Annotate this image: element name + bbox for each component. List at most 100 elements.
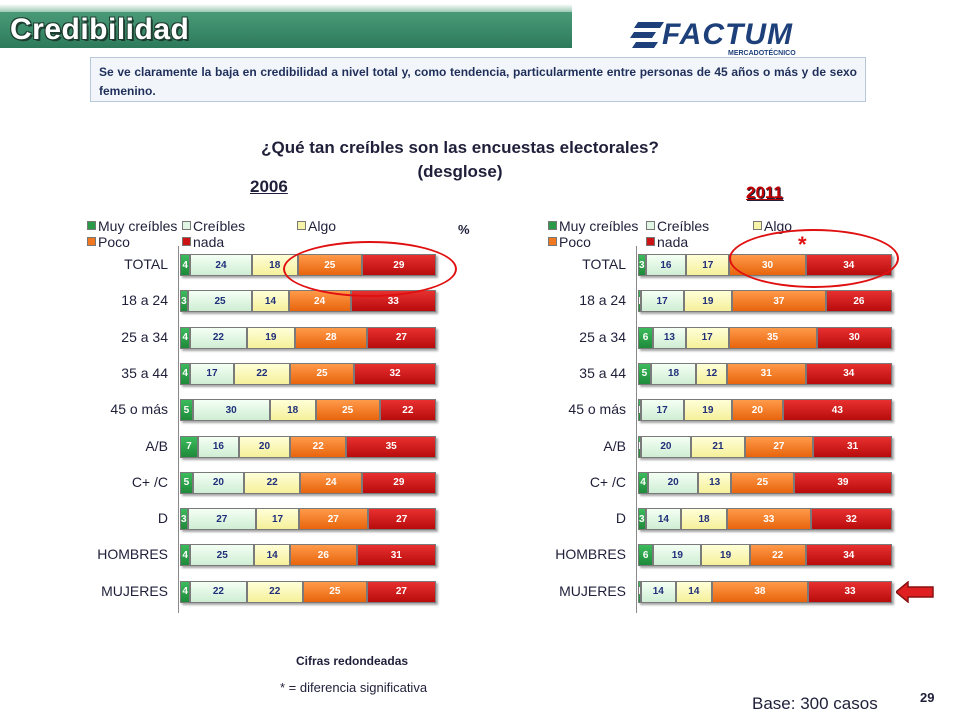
- bar-segment-cre-bles: 19: [653, 544, 702, 567]
- bar-segment-nada: 39: [793, 471, 892, 494]
- bar-segment-cre-bles: 25: [190, 544, 255, 567]
- category-label: 45 o más: [568, 401, 626, 418]
- stacked-bar: 6 13 17 35 30: [638, 326, 892, 349]
- page-number: 29: [920, 690, 935, 705]
- chart-title: ¿Qué tan creíbles son las encuestas elec…: [150, 136, 770, 184]
- bar-segment-poco: 27: [744, 435, 814, 458]
- logo-wordmark: FACTUM: [662, 18, 793, 51]
- bar-segment-poco: 25: [290, 362, 355, 385]
- bar-segment-poco: 25: [315, 399, 380, 422]
- bar-segment-poco: 31: [726, 362, 806, 385]
- page-title: Credibilidad: [10, 13, 190, 46]
- bar-segment-poco: 27: [299, 508, 368, 531]
- bar-segment-algo: 13: [698, 471, 732, 494]
- category-axis-line: [636, 246, 637, 613]
- bar-segment-muy-cre-bles: 3: [180, 290, 188, 313]
- bar-segment-nada: 32: [810, 508, 892, 531]
- bar-segment-algo: 12: [696, 362, 727, 385]
- bar-segment-nada: 22: [379, 399, 436, 422]
- bar-segment-cre-bles: 17: [640, 290, 684, 313]
- bar-segment-algo: 18: [681, 508, 727, 531]
- bar-segment-algo: 17: [256, 508, 300, 531]
- category-label: C+ /C: [131, 473, 168, 490]
- bar-segment-nada: 35: [346, 435, 436, 458]
- bar-segment-algo: 20: [238, 435, 291, 458]
- bar-segment-cre-bles: 27: [187, 508, 257, 531]
- bar-segment-poco: 24: [300, 471, 362, 494]
- bar-segment-poco: 22: [749, 544, 806, 567]
- legend-item-muy-creibles: Muy creíbles: [87, 218, 177, 234]
- bar-segment-nada: 34: [805, 362, 892, 385]
- bar-segment-nada: 27: [366, 580, 436, 603]
- bar-segment-algo: 19: [683, 399, 732, 422]
- bar-segment-nada: 33: [808, 580, 892, 603]
- bar-segment-cre-bles: 14: [645, 508, 682, 531]
- legend-item-creibles: Creíbles: [646, 218, 709, 234]
- bar-segment-muy-cre-bles: 5: [638, 362, 651, 385]
- bar-segment-cre-bles: 20: [640, 435, 692, 458]
- significance-star: *: [798, 232, 807, 257]
- bar-segment-nada: 31: [356, 544, 436, 567]
- bar-segment-muy-cre-bles: 7: [180, 435, 198, 458]
- chart-title-line1: ¿Qué tan creíbles son las encuestas elec…: [261, 138, 659, 157]
- category-label: TOTAL: [124, 256, 168, 272]
- stacked-bar: 4 20 13 25 39: [638, 471, 892, 494]
- bar-segment-poco: 38: [711, 580, 809, 603]
- percent-unit-label: %: [458, 222, 470, 237]
- category-label: TOTAL: [582, 256, 626, 272]
- category-label: 25 a 34: [121, 328, 168, 345]
- bar-segment-algo: 17: [686, 254, 730, 276]
- bar-segment-muy-cre-bles: 3: [638, 508, 646, 531]
- stacked-bar: 5 20 22 24 29: [180, 471, 436, 494]
- year-label-2006: 2006: [250, 177, 288, 196]
- category-label: 18 a 24: [121, 292, 168, 309]
- bar-segment-algo: 14: [676, 580, 712, 603]
- legend-item-creibles: Creíbles: [182, 218, 245, 234]
- bar-segment-nada: 27: [367, 508, 436, 531]
- bar-segment-nada: 27: [366, 326, 436, 349]
- category-label: 25 a 34: [579, 328, 626, 345]
- stacked-bar: 120212731: [638, 435, 892, 458]
- bar-segment-algo: 19: [246, 326, 296, 349]
- category-label: D: [157, 510, 168, 527]
- stacked-bar: 3 14 18 33 32: [638, 508, 892, 531]
- chart-title-line2: (desglose): [417, 162, 503, 181]
- category-label: MUJERES: [559, 582, 626, 599]
- year-label-2011: 2011: [746, 183, 783, 202]
- bar-segment-muy-cre-bles: 4: [638, 471, 649, 494]
- category-label: A/B: [145, 437, 168, 454]
- bar-segment-poco: 24: [288, 290, 351, 313]
- bar-segment-poco: 33: [726, 508, 811, 531]
- logo-tagline: MERCADOTÉCNICO: [728, 50, 796, 57]
- stacked-bar: 114143833: [638, 580, 892, 603]
- bar-segment-cre-bles: 16: [645, 254, 687, 276]
- bar-segment-cre-bles: 16: [197, 435, 239, 458]
- bar-segment-muy-cre-bles: 5: [180, 399, 193, 422]
- bar-segment-muy-cre-bles: 1: [638, 399, 641, 422]
- bar-segment-nada: 29: [361, 471, 436, 494]
- category-label: MUJERES: [101, 582, 168, 599]
- significance-note: * = diferencia significativa: [280, 680, 428, 695]
- title-band: Credibilidad: [0, 4, 572, 48]
- bar-segment-cre-bles: 22: [190, 326, 247, 349]
- bar-segment-nada: 26: [825, 290, 892, 313]
- stacked-bar: 4 22 19 28 27: [180, 326, 436, 349]
- bar-segment-nada: 30: [816, 326, 892, 349]
- bar-segment-muy-cre-bles: 4: [180, 544, 191, 567]
- bar-segment-algo: 22: [233, 362, 291, 385]
- bar-segment-muy-cre-bles: 3: [638, 254, 646, 276]
- bar-segment-poco: 26: [290, 544, 357, 567]
- bar-segment-algo: 14: [252, 290, 289, 313]
- bar-segment-muy-cre-bles: 4: [180, 254, 191, 276]
- sample-base: Base: 300 casos: [752, 694, 878, 713]
- legend-item-nada: nada: [182, 234, 224, 250]
- bar-segment-muy-cre-bles: 1: [638, 580, 641, 603]
- bar-segment-cre-bles: 24: [190, 254, 252, 276]
- bar-segment-nada: 34: [805, 544, 892, 567]
- bar-segment-poco: 28: [295, 326, 367, 349]
- bar-segment-muy-cre-bles: 4: [180, 362, 191, 385]
- legend-item-muy-creibles: Muy creíbles: [548, 218, 638, 234]
- bar-segment-algo: 19: [683, 290, 732, 313]
- bar-segment-algo: 18: [269, 399, 316, 422]
- stacked-bar: 5 30 18 25 22: [180, 399, 436, 422]
